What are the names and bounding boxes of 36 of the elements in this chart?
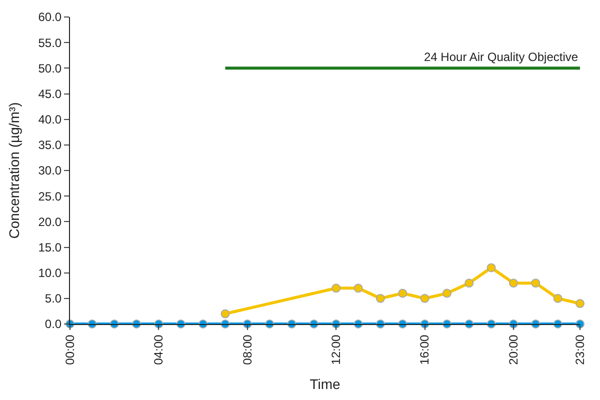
x-tick-label: 08:00 xyxy=(240,334,254,365)
point xyxy=(332,284,341,293)
point xyxy=(464,278,474,288)
series-label: 24 Hour Air Quality Objective xyxy=(424,50,578,64)
point xyxy=(354,284,363,293)
point xyxy=(553,294,562,303)
y-tick-label: 35.0 xyxy=(38,138,62,152)
y-tick-label: 0.0 xyxy=(44,317,62,332)
point xyxy=(576,299,584,308)
x-axis-title: Time xyxy=(310,376,341,392)
point xyxy=(398,288,408,298)
x-tick-label: 00:00 xyxy=(62,334,77,365)
point xyxy=(442,288,452,298)
point xyxy=(486,263,496,272)
y-tick-label: 30.0 xyxy=(38,164,62,178)
point xyxy=(531,278,540,288)
y-tick-label: 5.0 xyxy=(44,292,62,306)
point xyxy=(220,309,230,318)
y-tick-label: 10.0 xyxy=(38,266,62,280)
y-tick-label: 60.0 xyxy=(38,10,62,24)
x-tick-label: 12:00 xyxy=(328,334,343,365)
point xyxy=(508,278,518,288)
y-tick-label: 45.0 xyxy=(38,86,62,101)
y-axis-title: Concentration (µg/m³) xyxy=(6,102,22,239)
point xyxy=(376,294,385,303)
y-tick-label: 15.0 xyxy=(38,240,62,254)
y-tick-label: 50.0 xyxy=(38,61,62,76)
x-tick-label: 23:00 xyxy=(572,334,587,365)
y-tick-label: 55.0 xyxy=(38,36,62,50)
point xyxy=(420,294,430,303)
x-tick-label: 20:00 xyxy=(506,334,520,365)
x-tick-label: 04:00 xyxy=(152,334,166,365)
y-tick-label: 40.0 xyxy=(38,112,62,127)
y-tick-label: 20.0 xyxy=(38,214,62,229)
y-tick-label: 25.0 xyxy=(38,189,62,204)
x-tick-label: 16:00 xyxy=(418,334,432,365)
